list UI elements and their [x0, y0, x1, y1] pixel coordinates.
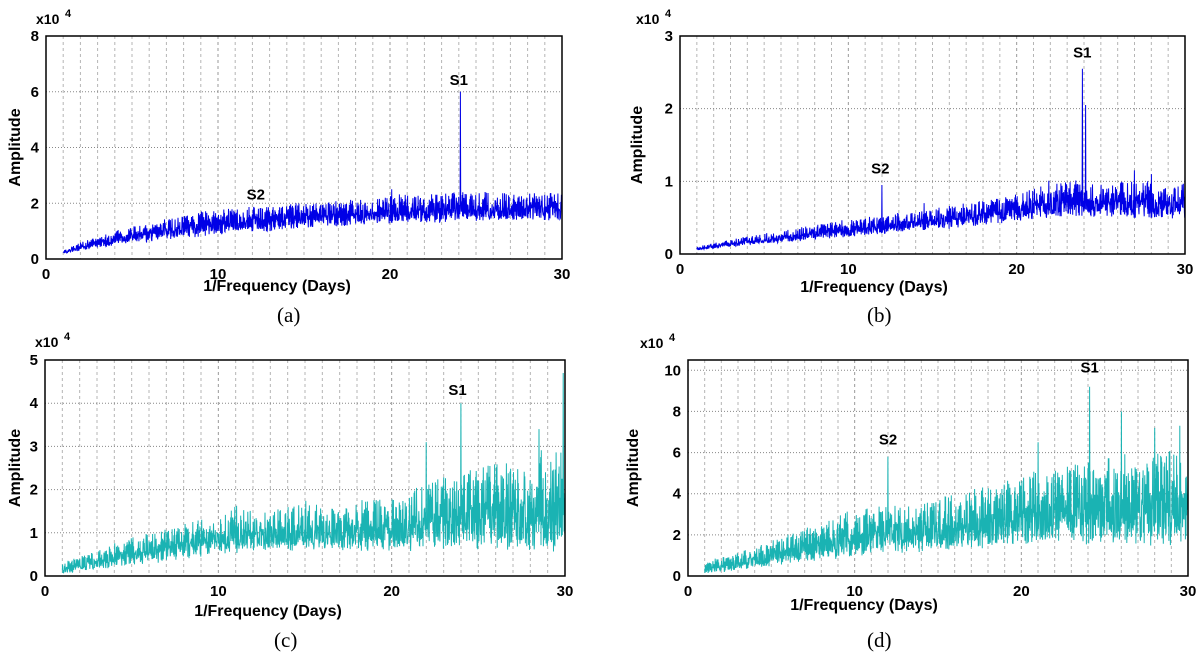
exponent-label: x10	[640, 335, 664, 351]
x-tick-label: 20	[383, 583, 400, 600]
peak-annotation: S2	[871, 161, 889, 178]
x-axis-label: 1/Frequency (Days)	[194, 603, 342, 620]
signal-line	[62, 91, 563, 255]
signal-line	[696, 68, 1186, 252]
panel-b: 0 10 20 30 0 1 2 3 x10 4 1/Frequency (Days) Amplitu…	[600, 0, 1200, 327]
signal-line	[61, 372, 566, 574]
y-tick-label: 2	[665, 101, 673, 118]
grid	[688, 360, 1188, 576]
peak-annotation: S2	[879, 431, 897, 448]
x-tick-label: 10	[210, 583, 227, 600]
caption-b: (b)	[867, 303, 892, 327]
x-tick-label: 20	[1013, 583, 1030, 600]
y-tick-label: 2	[30, 482, 38, 499]
y-tick-label: 8	[31, 28, 39, 45]
panel-c: 0 10 20 30 0 1 2 3 4 5 x10 4 1/Frequency (Days) Ampli…	[0, 330, 600, 655]
x-tick-label: 10	[846, 583, 863, 600]
y-axis-label: Amplitude	[629, 106, 646, 184]
y-tick-label: 5	[30, 352, 38, 369]
x-tick-label: 30	[554, 266, 571, 283]
y-tick-label: 4	[30, 395, 39, 412]
y-tick-label: 3	[30, 438, 38, 455]
x-tick-label: 10	[840, 261, 857, 278]
panel-a: 0 10 20 30 0 2 4 6 8 x10 4 1/Frequency (Days) Amplit…	[0, 0, 600, 327]
y-tick-label: 2	[673, 527, 681, 544]
x-tick-label: 0	[684, 583, 692, 600]
caption-a: (a)	[277, 303, 301, 327]
peak-annotation: S1	[1073, 44, 1091, 61]
y-tick-label: 4	[673, 486, 682, 503]
y-tick-label: 0	[665, 246, 673, 263]
y-axis-label: Amplitude	[625, 429, 642, 507]
x-axis-label: 1/Frequency (Days)	[800, 279, 948, 296]
peak-annotation: S1	[448, 382, 466, 399]
y-tick-label: 6	[31, 84, 39, 101]
exponent-power: 4	[64, 331, 71, 343]
caption-d: (d)	[867, 628, 892, 652]
grid	[45, 360, 565, 576]
x-tick-label: 30	[1177, 261, 1194, 278]
plot-frame	[679, 35, 1186, 255]
x-tick-label: 20	[382, 266, 399, 283]
x-tick-label: 0	[42, 266, 50, 283]
x-axis-label: 1/Frequency (Days)	[790, 597, 938, 614]
y-tick-label: 0	[30, 568, 38, 585]
y-tick-label: 3	[665, 28, 673, 45]
y-tick-label: 2	[31, 195, 39, 212]
plot-frame	[687, 359, 1189, 577]
y-tick-label: 1	[665, 173, 673, 190]
x-tick-label: 0	[676, 261, 684, 278]
y-tick-label: 6	[673, 445, 681, 462]
peak-annotation: S2	[247, 186, 265, 203]
y-tick-label: 1	[30, 525, 38, 542]
exponent-label: x10	[36, 11, 60, 27]
y-axis-label: Amplitude	[7, 429, 24, 507]
exponent-power: 4	[65, 8, 72, 20]
signal-line	[704, 386, 1189, 574]
plot-frame	[45, 35, 563, 260]
exponent-power: 4	[669, 332, 676, 344]
panel-d: 0 10 20 30 0 2 4 6 8 10 x10 4 1/Frequency (Days) Ampl…	[600, 330, 1200, 655]
x-tick-label: 0	[41, 583, 49, 600]
plot-frame	[44, 359, 566, 577]
peak-annotation: S1	[450, 72, 468, 89]
y-tick-label: 10	[664, 362, 681, 379]
x-axis-label: 1/Frequency (Days)	[203, 278, 351, 295]
y-tick-label: 0	[31, 251, 39, 268]
exponent-label: x10	[636, 11, 660, 27]
chart-b: 0 10 20 30 0 1 2 3 x10 4 1/Frequency (Days) Amplitu…	[629, 8, 1194, 296]
y-tick-label: 4	[31, 140, 40, 157]
exponent-power: 4	[665, 8, 672, 20]
peak-annotation: S1	[1080, 359, 1098, 376]
x-tick-label: 30	[557, 583, 574, 600]
y-tick-label: 0	[673, 568, 681, 585]
x-tick-label: 10	[210, 266, 227, 283]
x-tick-label: 30	[1180, 583, 1197, 600]
grid	[46, 36, 562, 259]
y-axis-label: Amplitude	[7, 108, 24, 186]
x-tick-label: 20	[1008, 261, 1025, 278]
exponent-label: x10	[35, 334, 59, 350]
caption-c: (c)	[274, 628, 298, 652]
chart-c: 0 10 20 30 0 1 2 3 4 5 x10 4 1/Frequency (Days) Ampli…	[7, 331, 574, 620]
y-tick-label: 8	[673, 403, 681, 420]
